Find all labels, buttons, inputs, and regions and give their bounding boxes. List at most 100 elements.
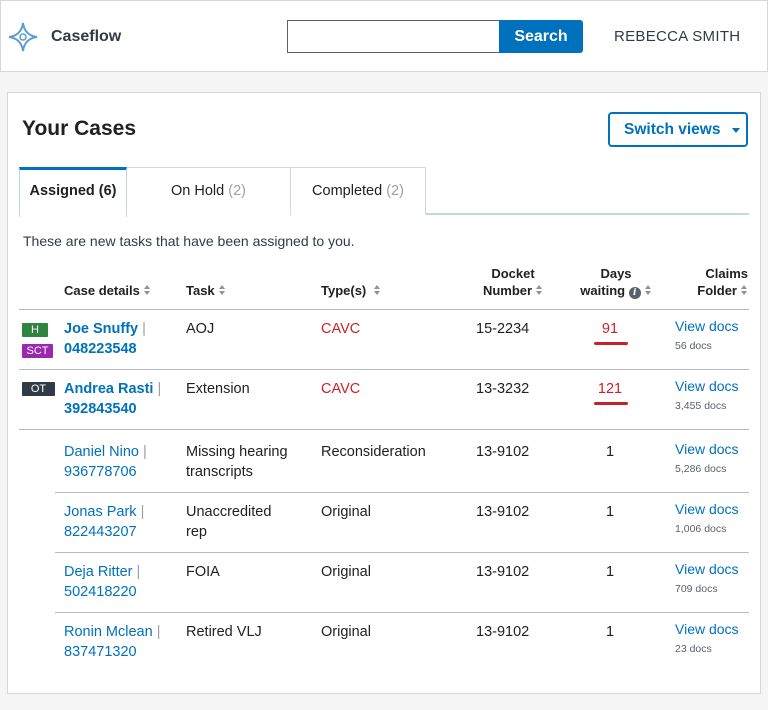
tab-completed[interactable]: Completed (2) — [290, 167, 426, 215]
tab-completed-count: (2) — [386, 183, 404, 199]
file-number-link[interactable]: 502418220 — [64, 584, 137, 600]
days-waiting-cell: 1 — [605, 504, 615, 520]
days-waiting-cell: 91 — [601, 321, 619, 337]
file-number-link[interactable]: 392843540 — [64, 401, 137, 417]
days-waiting-cell: 121 — [597, 381, 623, 397]
info-icon[interactable]: i — [628, 287, 641, 299]
view-docs-link[interactable]: View docs — [675, 441, 739, 457]
header-task[interactable]: Task — [186, 282, 226, 299]
search-input[interactable] — [287, 20, 501, 53]
tab-assigned-label: Assigned — [29, 183, 95, 199]
switch-views-label: Switch views — [624, 120, 721, 138]
badge-hearing: H — [22, 323, 48, 337]
veteran-name-link[interactable]: Andrea Rasti — [64, 381, 154, 397]
task-line: Unaccredited — [186, 504, 272, 520]
docket-cell: 13-9102 — [476, 504, 530, 520]
days-waiting-cell: 1 — [605, 444, 615, 460]
veteran-name-link[interactable]: Joe Snuffy — [64, 321, 139, 337]
header-types[interactable]: Type(s) — [321, 282, 381, 299]
docs-count: 23 docs — [675, 643, 712, 655]
separator: | — [143, 444, 147, 460]
veteran-name-link[interactable]: Deja Ritter — [64, 564, 133, 580]
claims-folder-cell: View docs 56 docs — [675, 317, 739, 355]
days-waiting-cell: 1 — [605, 564, 615, 580]
tab-description: These are new tasks that have been assig… — [23, 233, 355, 249]
sort-icon — [741, 285, 748, 296]
separator: | — [142, 321, 146, 337]
header-docket-line2: Number — [482, 283, 533, 298]
task-cell: Extension — [186, 381, 250, 397]
header-days-line2: waiting — [580, 283, 626, 298]
type-cell: CAVC — [321, 381, 361, 397]
view-docs-link[interactable]: View docs — [675, 561, 739, 577]
days-alert-underline — [594, 342, 628, 345]
task-cell: Missing hearing transcripts — [186, 442, 288, 482]
type-cell: Reconsideration — [321, 444, 426, 460]
divider — [19, 309, 749, 310]
file-number-link[interactable]: 822443207 — [64, 524, 137, 540]
veteran-name-link[interactable]: Daniel Nino — [64, 444, 139, 460]
claims-folder-cell: View docs 3,455 docs — [675, 377, 739, 415]
header-days-waiting[interactable]: Days waiting i — [571, 265, 661, 299]
docs-count: 3,455 docs — [675, 400, 727, 412]
badge-ot: OT — [22, 382, 55, 396]
divider — [19, 429, 749, 430]
switch-views-button[interactable]: Switch views — [608, 112, 748, 147]
header-claims-folder[interactable]: Claims Folder — [668, 265, 748, 299]
tab-assigned[interactable]: Assigned (6) — [19, 167, 127, 217]
docket-cell: 13-9102 — [476, 564, 530, 580]
app-name[interactable]: Caseflow — [51, 28, 122, 45]
case-details: Joe Snuffy | 048223548 — [64, 319, 146, 359]
file-number-link[interactable]: 936778706 — [64, 464, 137, 480]
header-docket-number[interactable]: Docket Number — [478, 265, 548, 299]
divider — [19, 369, 749, 370]
header-types-label: Type(s) — [321, 283, 367, 298]
case-details: Jonas Park | 822443207 — [64, 502, 144, 542]
sort-icon — [218, 285, 226, 296]
header-case-details-label: Case details — [64, 283, 140, 298]
task-cell: AOJ — [186, 321, 215, 337]
docket-cell: 13-9102 — [476, 624, 530, 640]
view-docs-link[interactable]: View docs — [675, 318, 739, 334]
sort-icon — [143, 285, 151, 296]
search-button[interactable]: Search — [499, 20, 583, 53]
user-menu[interactable]: REBECCA SMITH — [614, 28, 741, 45]
header-case-details[interactable]: Case details — [64, 282, 151, 299]
days-alert-underline — [594, 402, 628, 405]
claims-folder-cell: View docs 709 docs — [675, 560, 739, 598]
separator: | — [140, 504, 145, 520]
docket-cell: 13-9102 — [476, 444, 530, 460]
claims-folder-cell: View docs 23 docs — [675, 620, 739, 658]
top-bar: Caseflow Search REBECCA SMITH — [0, 0, 768, 72]
type-cell: CAVC — [321, 321, 361, 337]
task-line: transcripts — [186, 464, 253, 480]
task-cell: Retired VLJ — [186, 624, 262, 640]
caseflow-logo-icon[interactable] — [7, 21, 39, 53]
header-claims-line1: Claims — [705, 266, 748, 281]
cases-card: Your Cases Switch views Assigned (6) On … — [7, 92, 761, 694]
veteran-name-link[interactable]: Jonas Park — [64, 504, 137, 520]
header-claims-line2: Folder — [697, 283, 737, 298]
separator: | — [156, 624, 161, 640]
view-docs-link[interactable]: View docs — [675, 501, 739, 517]
case-details: Deja Ritter | 502418220 — [64, 562, 140, 602]
chevron-down-icon — [732, 128, 740, 133]
view-docs-link[interactable]: View docs — [675, 621, 739, 637]
tab-on-hold[interactable]: On Hold (2) — [126, 167, 291, 215]
docs-count: 1,006 docs — [675, 523, 727, 535]
tab-assigned-count: (6) — [98, 183, 117, 199]
header-days-line1: Days — [600, 266, 632, 281]
view-docs-link[interactable]: View docs — [675, 378, 739, 394]
type-cell: Original — [321, 624, 371, 640]
docs-count: 709 docs — [675, 583, 718, 595]
task-line: Missing hearing — [186, 444, 288, 460]
file-number-link[interactable]: 837471320 — [64, 644, 137, 660]
sort-icon — [644, 285, 652, 296]
veteran-name-link[interactable]: Ronin Mclean — [64, 624, 153, 640]
tab-bar: Assigned (6) On Hold (2) Completed (2) — [19, 167, 749, 217]
case-details: Daniel Nino | 936778706 — [64, 442, 147, 482]
header-docket-line1: Docket — [491, 266, 535, 281]
case-details: Andrea Rasti | 392843540 — [64, 379, 161, 419]
tab-on-hold-count: (2) — [228, 183, 246, 199]
file-number-link[interactable]: 048223548 — [64, 341, 137, 357]
